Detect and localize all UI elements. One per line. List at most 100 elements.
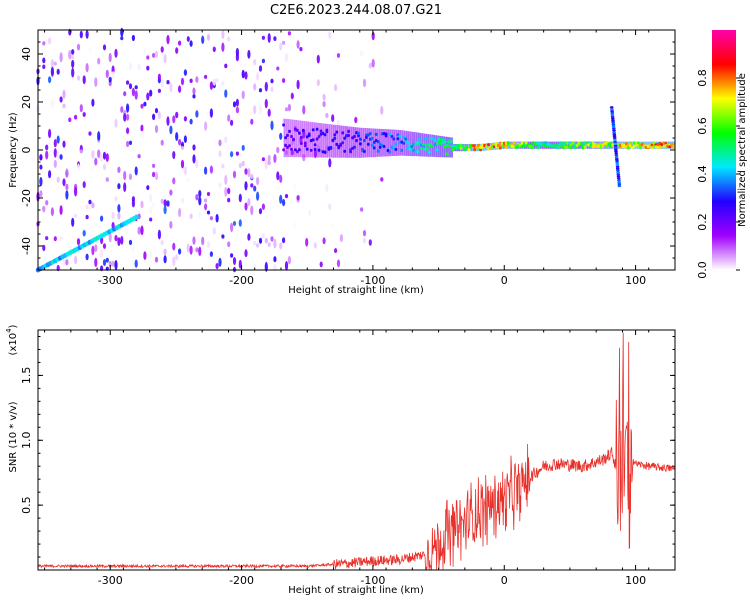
noise-blob [209, 216, 213, 221]
noise-blob [56, 150, 60, 160]
carrier-mark [443, 140, 447, 144]
noise-blob [97, 57, 101, 65]
snr-line [37, 332, 676, 571]
noise-blob [126, 127, 130, 134]
colorbar-tick-label: 0.0 [696, 261, 709, 279]
noise-blob [152, 52, 156, 58]
noise-blob [221, 163, 225, 169]
noise-blob [65, 190, 69, 200]
carrier-mark [554, 143, 557, 147]
noise-blob [149, 250, 153, 258]
noise-blob [102, 163, 107, 171]
noise-blob [328, 31, 332, 39]
carrier-mark [347, 133, 350, 138]
noise-blob [287, 103, 291, 112]
noise-blob [279, 242, 283, 250]
noise-blob [140, 130, 144, 138]
carrier-halo [435, 135, 438, 157]
carrier-mark [487, 143, 490, 147]
noise-blob [186, 178, 190, 184]
noise-blob [160, 198, 164, 204]
noise-blob [224, 63, 228, 69]
snr-multiplier-close: ) [8, 324, 19, 328]
carrier-mark [569, 146, 573, 150]
noise-blob [59, 205, 63, 216]
noise-blob [68, 87, 72, 96]
noise-blob [244, 181, 248, 191]
noise-blob [137, 226, 141, 235]
carrier-mark [370, 143, 374, 147]
noise-blob [131, 87, 135, 97]
carrier-mark [282, 123, 285, 127]
noise-blob [241, 160, 245, 167]
snr-background [38, 330, 675, 570]
noise-blob [270, 236, 274, 242]
carrier-halo [340, 125, 343, 158]
carrier-mark [315, 137, 319, 141]
carrier-mark [530, 146, 534, 150]
noise-blob [128, 62, 133, 71]
noise-blob [88, 131, 92, 136]
carrier-mark [347, 129, 350, 133]
noise-blob [71, 54, 75, 60]
noise-blob [227, 114, 231, 122]
disturbance-mark [612, 136, 617, 140]
noise-blob [45, 236, 49, 241]
carrier-mark [402, 135, 406, 140]
noise-blob [169, 221, 173, 229]
noise-blob [91, 98, 95, 107]
noise-blob [238, 219, 242, 227]
carrier-halo [395, 129, 398, 156]
carrier-mark [524, 141, 528, 145]
carrier-mark [298, 148, 301, 152]
carrier-mark [359, 137, 362, 141]
noise-blob [256, 243, 260, 248]
noise-blob [137, 63, 141, 71]
carrier-mark [656, 145, 660, 149]
noise-blob [85, 214, 89, 220]
carrier-mark [589, 143, 593, 147]
noise-blob [189, 40, 193, 47]
noise-blob [328, 203, 332, 210]
carrier-mark [650, 146, 654, 150]
noise-blob [221, 42, 225, 52]
carrier-halo [352, 126, 355, 158]
noise-blob [267, 154, 271, 162]
snr-multiplier-base: (x10 [8, 333, 19, 356]
noise-blob [209, 251, 213, 257]
noise-blob [100, 153, 104, 163]
noise-blob [189, 118, 193, 125]
noise-blob [258, 104, 263, 114]
noise-blob [198, 196, 202, 206]
noise-blob [175, 153, 179, 162]
noise-blob [160, 46, 164, 53]
carrier-halo [376, 128, 378, 157]
carrier-mark [451, 148, 455, 152]
carrier-mark [335, 142, 339, 146]
noise-blob [114, 234, 118, 242]
colorbar-scale [712, 30, 736, 270]
carrier-mark [583, 145, 587, 149]
noise-blob [166, 116, 170, 126]
noise-blob [253, 83, 257, 91]
y-tick-label: 20 [20, 95, 33, 109]
noise-blob [128, 239, 133, 246]
carrier-halo [384, 129, 386, 157]
noise-blob [362, 230, 367, 237]
y-tick-label: 0 [20, 147, 33, 154]
noise-blob [247, 198, 251, 207]
noise-blob [230, 222, 234, 233]
noise-blob [264, 261, 268, 272]
noise-blob [339, 234, 343, 243]
x-tick-label: -100 [360, 574, 385, 587]
noise-blob [230, 119, 234, 126]
carrier-mark [392, 146, 396, 150]
x-tick-label: 0 [501, 274, 508, 287]
noise-blob [62, 89, 66, 99]
noise-blob [140, 103, 144, 109]
carrier-mark [313, 147, 317, 152]
noise-blob [85, 63, 89, 73]
carrier-mark [368, 132, 372, 136]
carrier-mark [670, 143, 674, 147]
